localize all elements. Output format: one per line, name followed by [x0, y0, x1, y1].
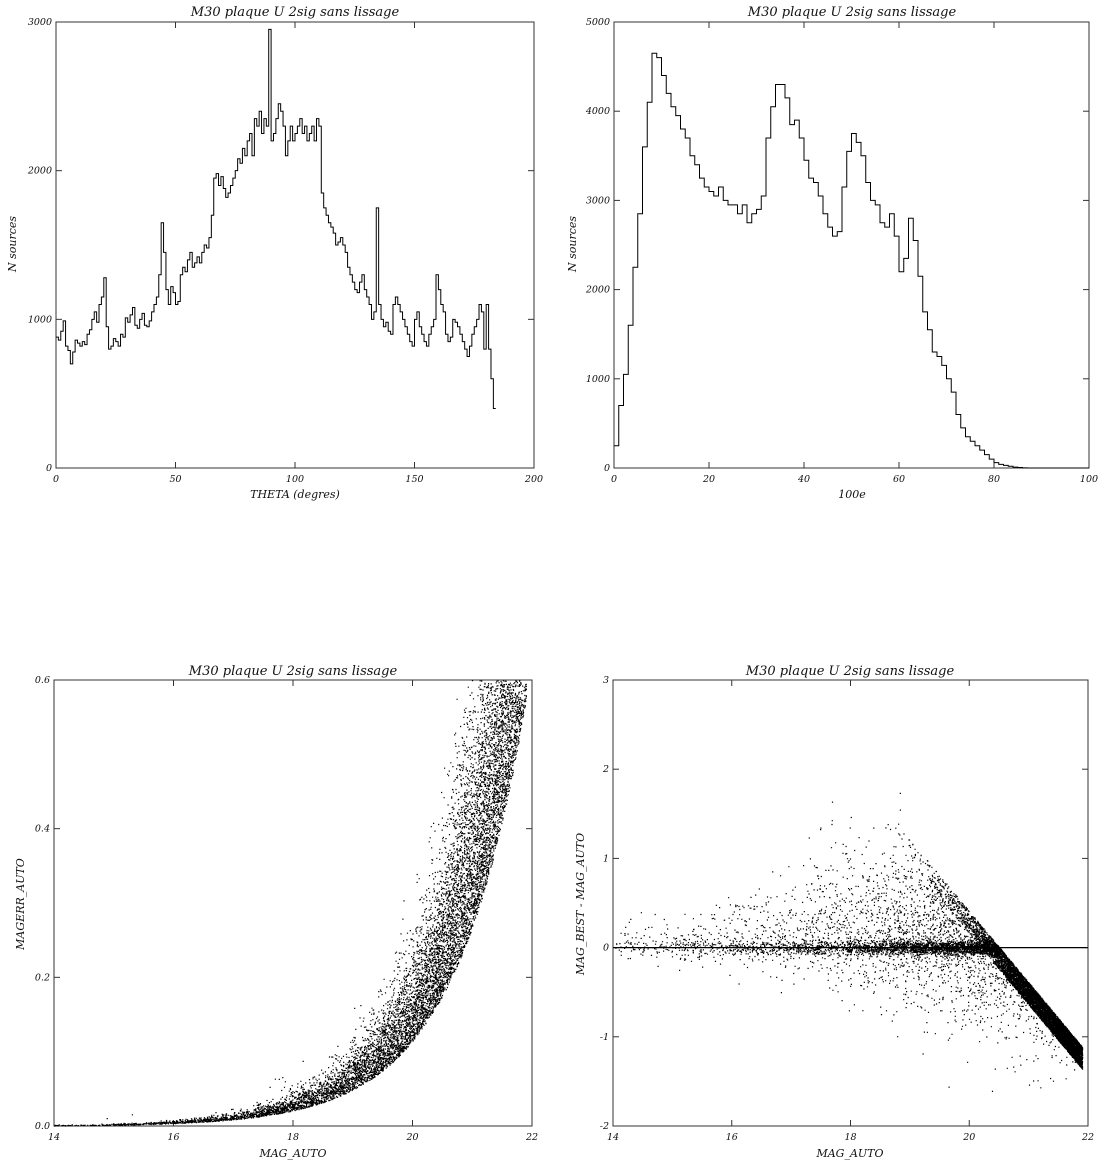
- y-tick-label: 0.2: [35, 972, 50, 983]
- y-tick-label: 0.4: [35, 824, 50, 835]
- y-tick-label: 3: [603, 675, 609, 686]
- y-tick-label: 0: [46, 463, 52, 474]
- y-tick-label: 2: [602, 764, 609, 775]
- y-tick-label: 0: [603, 943, 609, 954]
- chart-title: M30 plaque U 2sig sans lissage: [190, 5, 400, 20]
- x-tick-label: 16: [726, 1132, 738, 1143]
- x-tick-label: 100: [1080, 474, 1098, 485]
- plot-frame: [613, 21, 1090, 469]
- scatter-point-cloud: [615, 792, 1084, 1092]
- x-tick-label: 22: [1081, 1132, 1094, 1143]
- y-axis-label: N sources: [6, 216, 19, 273]
- histogram-line: [614, 52, 1089, 469]
- x-tick-label: 16: [167, 1132, 179, 1143]
- x-tick-label: 0: [53, 474, 59, 485]
- y-tick-label: 1: [603, 853, 609, 864]
- x-axis-label: 100e: [838, 488, 866, 501]
- x-tick-label: 200: [524, 474, 543, 485]
- histogram-line: [56, 28, 496, 410]
- y-tick-label: -2: [600, 1121, 609, 1132]
- x-tick-label: 150: [405, 474, 423, 485]
- plot-frame: [53, 679, 533, 1127]
- scatter-points: [615, 792, 1084, 1092]
- y-axis-label: MAGERR_AUTO: [14, 858, 27, 951]
- y-tick-label: 4000: [585, 106, 610, 117]
- y-tick-label: 2000: [27, 166, 52, 177]
- y-axis-label: MAG_BEST - MAG_AUTO: [574, 833, 587, 976]
- y-tick-label: 3000: [28, 17, 52, 28]
- x-tick-label: 14: [48, 1132, 60, 1143]
- x-tick-label: 80: [988, 474, 1000, 485]
- panel-ellipticity-histogram: M30 plaque U 2sig sans lissage 100e N so…: [566, 5, 1098, 501]
- x-axis-label: MAG_AUTO: [815, 1147, 883, 1160]
- x-tick-label: 18: [287, 1132, 299, 1143]
- panel-theta-histogram: M30 plaque U 2sig sans lissage THETA (de…: [6, 5, 543, 501]
- y-tick-label: -1: [600, 1032, 609, 1043]
- panel-magerr-scatter: M30 plaque U 2sig sans lissage MAG_AUTO …: [14, 664, 538, 1160]
- chart-title: M30 plaque U 2sig sans lissage: [188, 664, 398, 679]
- x-axis-label: THETA (degres): [250, 488, 340, 501]
- x-tick-label: 20: [405, 1132, 418, 1143]
- y-tick-label: 0: [604, 463, 610, 474]
- x-tick-label: 22: [525, 1132, 538, 1143]
- x-tick-label: 20: [962, 1132, 975, 1143]
- x-tick-label: 18: [844, 1132, 856, 1143]
- x-tick-label: 50: [169, 474, 181, 485]
- x-tick-label: 20: [702, 474, 715, 485]
- x-tick-label: 14: [607, 1132, 619, 1143]
- x-tick-label: 0: [611, 474, 617, 485]
- plot-frame: [55, 21, 535, 469]
- y-axis-label: N sources: [566, 216, 579, 273]
- x-tick-label: 60: [893, 474, 905, 485]
- y-tick-label: 0.6: [35, 675, 50, 686]
- plot-frame: [612, 679, 1089, 1127]
- x-tick-label: 40: [797, 474, 810, 485]
- y-tick-label: 1000: [28, 314, 52, 325]
- scatter-points: [54, 680, 527, 1127]
- chart-title: M30 plaque U 2sig sans lissage: [745, 664, 955, 679]
- panel-magdiff-scatter: M30 plaque U 2sig sans lissage MAG_AUTO …: [574, 664, 1094, 1160]
- chart-title: M30 plaque U 2sig sans lissage: [747, 5, 957, 20]
- y-tick-label: 5000: [586, 17, 610, 28]
- y-tick-label: 3000: [586, 195, 610, 206]
- y-tick-label: 0.0: [35, 1121, 50, 1132]
- scatter-point-cloud: [54, 680, 527, 1127]
- x-axis-label: MAG_AUTO: [258, 1147, 326, 1160]
- y-tick-label: 2000: [585, 285, 610, 296]
- y-tick-label: 1000: [586, 374, 610, 385]
- x-tick-label: 100: [286, 474, 304, 485]
